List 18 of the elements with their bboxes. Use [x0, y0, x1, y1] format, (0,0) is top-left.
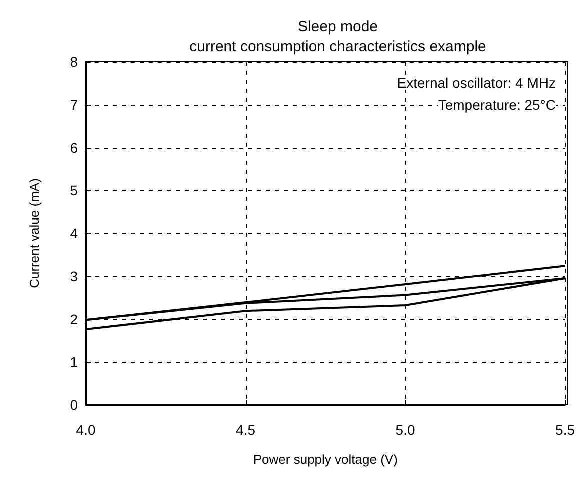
x-tick-label: 5.0	[396, 422, 416, 438]
y-tick-label: 2	[70, 311, 78, 328]
x-axis-title: Power supply voltage (V)	[253, 452, 398, 467]
y-tick-label: 0	[70, 397, 78, 413]
chart-title: Sleep mode current consumption characteristics example	[190, 18, 486, 56]
annotation: External oscillator: 4 MHz	[397, 75, 556, 91]
x-tick-label: 5.5	[556, 422, 576, 438]
y-tick-label: 3	[70, 268, 78, 284]
annotation: Temperature: 25°C	[438, 97, 556, 113]
y-tick-label: 1	[70, 354, 78, 370]
x-tick-label: 4.5	[236, 422, 256, 438]
y-tick-label: 4	[70, 226, 78, 242]
y-tick-label: 8	[70, 54, 78, 70]
y-tick-label: 7	[70, 96, 78, 113]
x-tick-label: 4.0	[76, 422, 96, 438]
y-tick-label: 6	[70, 140, 78, 156]
y-axis-title: Current value (mA)	[27, 178, 42, 288]
y-tick-label: 5	[70, 182, 78, 199]
